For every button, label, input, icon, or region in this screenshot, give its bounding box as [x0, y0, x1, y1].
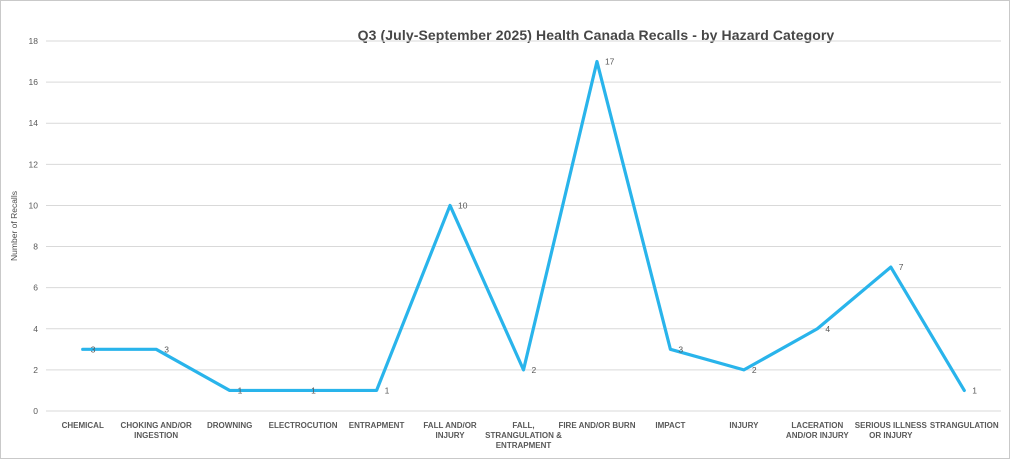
- category-label: LACERATION AND/OR INJURY: [786, 421, 849, 440]
- y-tick-label: 18: [29, 36, 39, 46]
- category-label: ELECTROCUTION: [269, 421, 338, 430]
- data-label: 10: [458, 200, 468, 210]
- data-label: 17: [605, 57, 615, 67]
- category-label: FALL, STRANGULATION & ENTRAPMENT: [485, 421, 562, 450]
- category-label-line: ELECTROCUTION: [269, 421, 338, 430]
- category-label-line: FIRE AND/OR BURN: [558, 421, 635, 430]
- y-tick-label: 2: [33, 365, 38, 375]
- category-label: STRANGULATION: [930, 421, 999, 430]
- category-label-line: OR INJURY: [869, 431, 913, 440]
- data-label: 3: [164, 344, 169, 354]
- data-label: 2: [752, 365, 757, 375]
- category-label-line: AND/OR INJURY: [786, 431, 849, 440]
- category-label-line: INJURY: [436, 431, 466, 440]
- data-label: 2: [532, 365, 537, 375]
- data-label: 3: [91, 344, 96, 354]
- category-label-line: STRANGULATION &: [485, 431, 562, 440]
- category-label-line: SERIOUS ILLNESS: [855, 421, 928, 430]
- y-tick-label: 0: [33, 406, 38, 416]
- category-label-line: INJURY: [729, 421, 759, 430]
- category-label-line: CHOKING AND/OR: [121, 421, 192, 430]
- category-label-line: FALL AND/OR: [423, 421, 477, 430]
- category-label-line: CHEMICAL: [62, 421, 104, 430]
- data-label: 1: [311, 385, 316, 395]
- data-label: 1: [238, 385, 243, 395]
- data-label: 7: [899, 262, 904, 272]
- category-label: DROWNING: [207, 421, 252, 430]
- category-label-line: IMPACT: [655, 421, 685, 430]
- category-label: FIRE AND/OR BURN: [558, 421, 635, 430]
- category-label-line: INGESTION: [134, 431, 178, 440]
- y-tick-label: 10: [29, 200, 39, 210]
- y-tick-label: 6: [33, 283, 38, 293]
- category-label-line: STRANGULATION: [930, 421, 999, 430]
- category-label: INJURY: [729, 421, 759, 430]
- category-label-line: FALL,: [512, 421, 534, 430]
- data-series-line: [81, 59, 966, 393]
- data-label: 1: [385, 385, 390, 395]
- category-label-line: DROWNING: [207, 421, 252, 430]
- category-label-line: ENTRAPMENT: [349, 421, 405, 430]
- category-label: CHEMICAL: [62, 421, 104, 430]
- y-tick-label: 8: [33, 242, 38, 252]
- category-label: ENTRAPMENT: [349, 421, 405, 430]
- category-label: IMPACT: [655, 421, 685, 430]
- data-label: 3: [678, 344, 683, 354]
- y-tick-label: 14: [29, 118, 39, 128]
- y-axis-title: Number of Recalls: [9, 191, 19, 261]
- data-label: 4: [825, 324, 830, 334]
- category-label-line: ENTRAPMENT: [496, 441, 552, 450]
- category-label: FALL AND/OR INJURY: [423, 421, 477, 440]
- y-tick-label: 16: [29, 77, 39, 87]
- data-label: 1: [972, 385, 977, 395]
- category-label: CHOKING AND/OR INGESTION: [121, 421, 192, 440]
- category-label-line: LACERATION: [791, 421, 843, 430]
- y-tick-label: 12: [29, 159, 39, 169]
- y-tick-label: 4: [33, 324, 38, 334]
- category-label: SERIOUS ILLNESS OR INJURY: [855, 421, 928, 440]
